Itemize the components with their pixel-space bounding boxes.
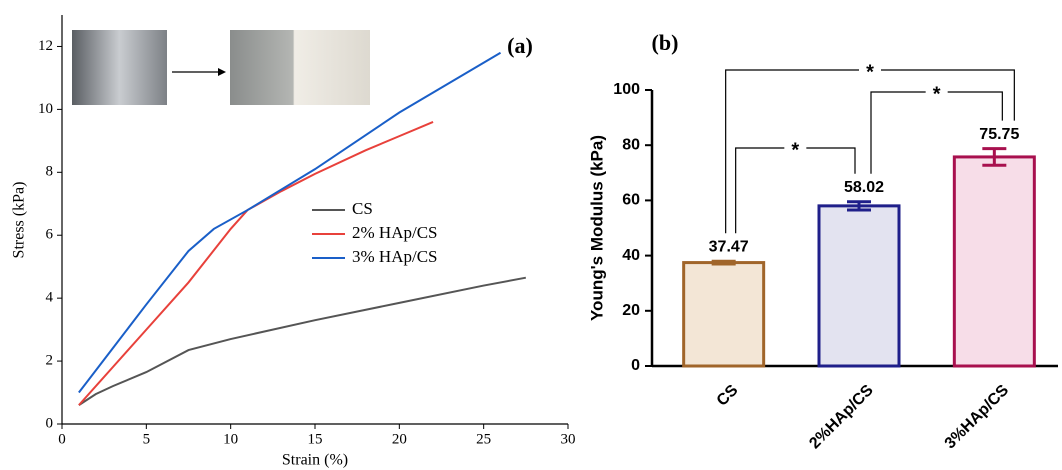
x-tick-label: 30 <box>561 431 576 447</box>
error-bar <box>711 259 736 266</box>
inset-arrowhead <box>218 68 226 76</box>
y-tick-label: 0 <box>631 357 640 374</box>
y-tick-label: 0 <box>46 415 54 431</box>
error-bar <box>982 147 1007 167</box>
y-axis-label: Young's Modulus (kPa) <box>587 135 606 321</box>
y-tick-label: 100 <box>613 81 640 98</box>
y-tick-label: 10 <box>38 101 53 117</box>
value-label: 75.75 <box>979 126 1019 143</box>
value-label: 58.02 <box>844 179 884 196</box>
x-axis-label: Strain (%) <box>282 452 348 469</box>
x-tick-label: 25 <box>476 431 491 447</box>
significance-gap <box>784 142 807 154</box>
bar <box>817 204 901 368</box>
x-tick-label: 5 <box>143 431 151 447</box>
legend-label: 3% HAp/CS <box>352 247 437 266</box>
y-tick-label: 60 <box>622 192 640 209</box>
y-tick-label: 2 <box>46 353 54 369</box>
significance-gap <box>859 64 881 76</box>
significance-gap <box>925 86 948 98</box>
significance-label: * <box>791 139 799 161</box>
series-line <box>78 51 502 394</box>
series-line <box>78 276 527 406</box>
y-tick-label: 8 <box>46 164 54 180</box>
y-tick-label: 6 <box>46 227 54 243</box>
y-tick-label: 20 <box>622 302 640 319</box>
y-axis-label: Stress (kPa) <box>11 182 28 259</box>
bar <box>952 155 1036 368</box>
significance-label: * <box>866 61 874 83</box>
y-tick-label: 12 <box>38 38 53 54</box>
significance-label: * <box>933 83 941 105</box>
inset-photo <box>72 30 167 105</box>
legend-label: CS <box>352 199 373 218</box>
x-tick-label: 15 <box>308 431 323 447</box>
panel-label: (b) <box>652 30 679 55</box>
panel-label: (a) <box>507 33 533 58</box>
inset-photo <box>230 30 370 105</box>
value-label: 37.47 <box>709 238 749 255</box>
y-tick-label: 40 <box>622 247 640 264</box>
x-tick-label: 10 <box>223 431 238 447</box>
error-bar <box>847 200 871 212</box>
y-tick-label: 4 <box>46 290 54 306</box>
x-tick-label: 2%HAp/CS <box>806 382 877 453</box>
y-tick-label: 80 <box>622 136 640 153</box>
x-tick-label: 20 <box>392 431 407 447</box>
legend-label: 2% HAp/CS <box>352 223 437 242</box>
bar <box>682 261 766 368</box>
x-tick-label: 3%HAp/CS <box>942 382 1013 453</box>
x-tick-label: CS <box>714 382 742 410</box>
x-tick-label: 0 <box>58 431 66 447</box>
